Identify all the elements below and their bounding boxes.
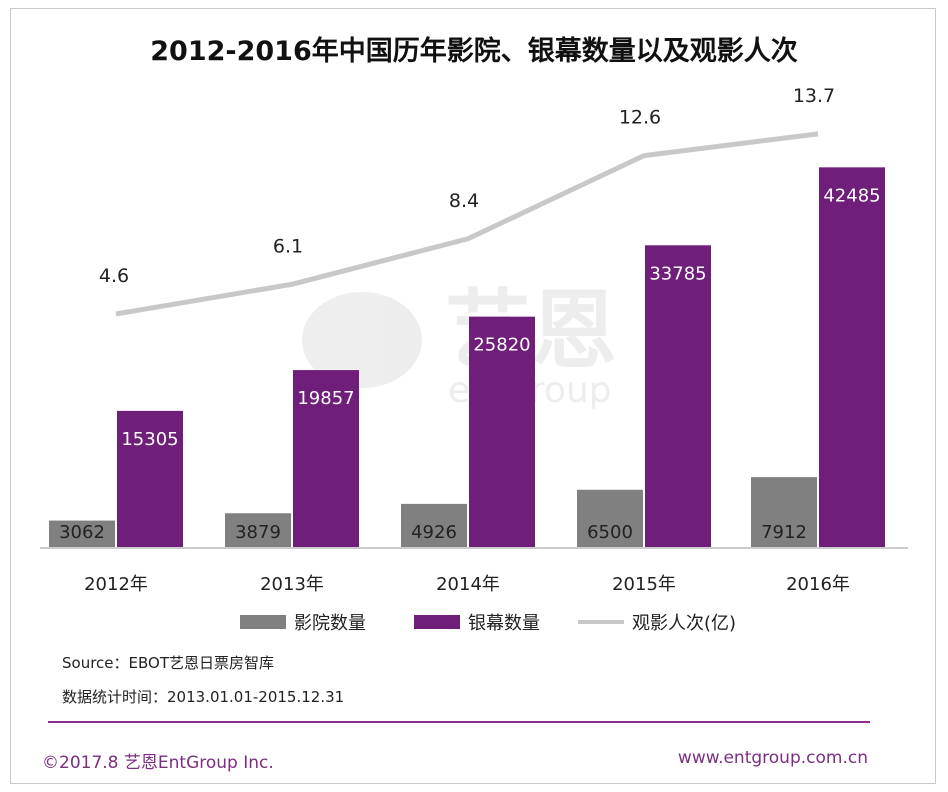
bar-label-cinemas: 6500 (587, 522, 633, 543)
line-label-attendance: 4.6 (99, 265, 129, 287)
bar-cinemas (225, 513, 291, 548)
bar-screens (293, 370, 359, 548)
bar-label-screens: 42485 (823, 185, 880, 206)
legend-label: 观影人次(亿) (632, 613, 736, 634)
line-layer: 4.6 6.1 8.4 12.6 13.7 (99, 85, 835, 317)
line-attendance (115, 131, 819, 317)
line-label-attendance: 12.6 (619, 107, 661, 129)
x-tick-label: 2015年 (612, 574, 676, 595)
legend-label: 银幕数量 (468, 613, 540, 634)
bar-label-screens: 33785 (649, 263, 706, 284)
x-tick-label: 2014年 (436, 574, 500, 595)
bar-label-cinemas: 3879 (235, 522, 281, 543)
stat-period-note: 数据统计时间：2013.01.01-2015.12.31 (62, 688, 345, 706)
x-tick-label: 2013年 (260, 574, 324, 595)
footer-divider (48, 721, 870, 723)
bar-label-screens: 25820 (473, 335, 530, 356)
bar-label-screens: 15305 (121, 429, 178, 450)
bar-screens (645, 245, 711, 548)
source-note: Source：EBOT艺恩日票房智库 (62, 654, 274, 672)
line-label-attendance: 13.7 (793, 85, 835, 107)
bar-label-cinemas: 7912 (761, 522, 807, 543)
bar-cinemas (751, 477, 817, 548)
watermark-logo-mark (302, 292, 422, 388)
line-label-attendance: 6.1 (273, 235, 303, 257)
legend-swatch (240, 615, 286, 629)
bar-cinemas (49, 520, 115, 548)
bar-screens (819, 167, 885, 548)
bar-label-cinemas: 4926 (411, 522, 457, 543)
footer-website[interactable]: www.entgroup.com.cn (677, 748, 868, 768)
x-tick-label: 2012年 (84, 574, 148, 595)
bar-label-screens: 19857 (297, 388, 354, 409)
bar-cinemas (577, 489, 643, 548)
bar-screens (117, 410, 183, 548)
x-tick-labels: 2012年 2013年 2014年 2015年 2016年 (84, 574, 850, 595)
bar-cinemas (401, 503, 467, 548)
legend-swatch (414, 615, 460, 629)
legend-label: 影院数量 (294, 613, 366, 634)
x-tick-label: 2016年 (786, 574, 850, 595)
legend: 影院数量 银幕数量 观影人次(亿) (240, 613, 736, 634)
bar-screens (469, 316, 535, 548)
bars-group: 3062 15305 3879 19857 4926 25820 6500 33785 7912… (49, 167, 885, 548)
footer-copyright: ©2017.8 艺恩EntGroup Inc. (42, 753, 274, 773)
bar-label-cinemas: 3062 (59, 522, 105, 543)
chart-title: 2012-2016年中国历年影院、银幕数量以及观影人次 (150, 35, 798, 67)
line-label-attendance: 8.4 (449, 190, 479, 212)
